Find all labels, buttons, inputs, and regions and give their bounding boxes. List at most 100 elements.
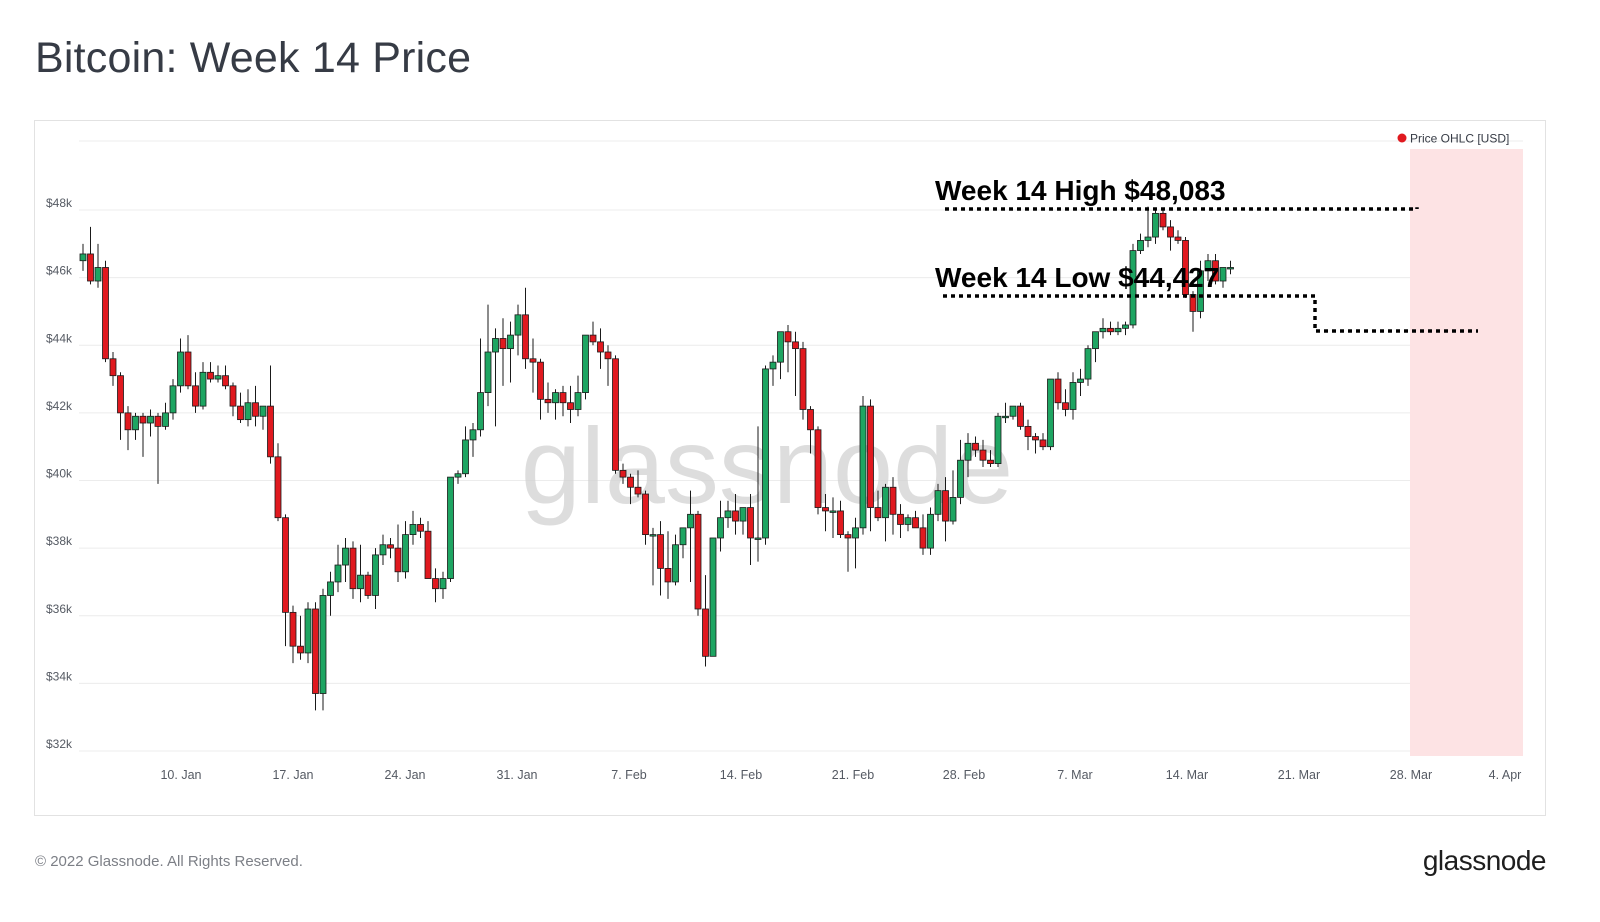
candle <box>334 544 342 593</box>
candle-body <box>964 442 972 461</box>
candle-body <box>567 402 574 410</box>
chart-legend[interactable]: Price OHLC [USD] <box>1397 132 1510 146</box>
candle <box>882 483 889 542</box>
candle <box>957 439 964 505</box>
chart-frame: glassnode $32k $34k $36k $38k $40k $42k $44k $4… <box>34 120 1546 816</box>
candle <box>1024 419 1032 451</box>
x-tick-label: 24. Jan <box>384 768 425 782</box>
candle-body <box>694 513 702 610</box>
candle <box>1137 233 1144 254</box>
candle <box>1167 220 1174 251</box>
candle-body <box>657 534 664 569</box>
candle-body <box>522 314 529 360</box>
candle-body <box>462 439 469 475</box>
candle <box>799 341 807 420</box>
candle-body <box>1009 405 1017 417</box>
candle-body <box>1114 327 1122 333</box>
candle-body <box>739 507 747 522</box>
candle-body <box>432 578 439 590</box>
candle-body <box>79 253 87 262</box>
candle <box>199 362 207 410</box>
candle-body <box>184 351 192 387</box>
candle <box>462 426 469 478</box>
candle-body <box>379 544 387 556</box>
week-14-highlight <box>1410 149 1523 756</box>
y-tick-label: $34k <box>46 669 73 683</box>
candle-body <box>972 442 979 451</box>
candle-body <box>732 510 739 522</box>
candle-body <box>372 554 379 596</box>
candle <box>289 605 297 664</box>
candle-body <box>919 527 927 549</box>
candle-body <box>207 371 214 380</box>
candle-body <box>957 459 964 498</box>
candle-body <box>364 574 372 596</box>
candle <box>1047 378 1054 451</box>
candle <box>574 375 582 417</box>
candle-body <box>912 517 919 529</box>
candle-body <box>259 405 267 417</box>
candle <box>724 500 732 528</box>
candle <box>1009 405 1017 420</box>
candle <box>184 335 192 390</box>
candle <box>94 243 102 288</box>
candle <box>867 399 874 532</box>
candle-body <box>147 415 154 424</box>
x-tick-label: 7. Mar <box>1057 768 1092 782</box>
x-tick-label: 10. Jan <box>160 768 201 782</box>
candle <box>342 537 349 582</box>
candle-body <box>342 547 349 566</box>
x-tick-label: 28. Feb <box>943 768 985 782</box>
candle <box>304 602 312 664</box>
candle <box>672 534 679 586</box>
candle-body <box>1002 415 1009 419</box>
candle-body <box>507 334 514 350</box>
candle-body <box>514 314 522 336</box>
candle <box>1039 433 1047 451</box>
candle-body <box>117 375 124 414</box>
candle <box>1129 243 1137 329</box>
candle <box>919 514 927 555</box>
candle <box>949 470 957 525</box>
candle <box>927 507 934 555</box>
candle-body <box>1219 267 1227 282</box>
candle-body <box>717 517 724 539</box>
legend-dot <box>1397 133 1407 143</box>
candle-body <box>252 402 259 417</box>
candle-body <box>889 486 897 515</box>
x-tick-label: 21. Feb <box>832 768 874 782</box>
candle <box>972 436 979 457</box>
candle <box>822 494 829 532</box>
candlestick-series <box>79 206 1234 711</box>
annotations: Week 14 High $48,083 Week 14 Low $44,427 <box>935 175 1478 333</box>
candle <box>604 345 612 386</box>
candle <box>829 497 837 538</box>
candle-body <box>484 351 492 393</box>
candle-body <box>1204 260 1212 272</box>
candle <box>837 500 844 538</box>
candle-body <box>874 507 882 519</box>
x-tick-label: 28. Mar <box>1390 768 1432 782</box>
candle-body <box>934 490 942 515</box>
candle-body <box>747 507 754 539</box>
candle <box>1197 260 1204 319</box>
candle-body <box>454 473 462 478</box>
candle <box>364 571 372 599</box>
candle <box>994 412 1002 467</box>
candle <box>1212 253 1219 285</box>
candle <box>807 406 814 454</box>
candle-body <box>1077 378 1084 383</box>
candle <box>694 510 702 616</box>
y-tick-label: $42k <box>46 399 73 413</box>
candle <box>207 362 214 383</box>
candle-body <box>417 524 424 532</box>
candle <box>942 477 949 542</box>
candle-body <box>597 341 604 353</box>
candle <box>814 426 822 515</box>
candle <box>222 365 229 390</box>
candle <box>1204 253 1212 282</box>
candle <box>327 571 334 616</box>
candle <box>792 331 799 396</box>
candle <box>447 476 454 582</box>
candle-body <box>319 595 327 694</box>
